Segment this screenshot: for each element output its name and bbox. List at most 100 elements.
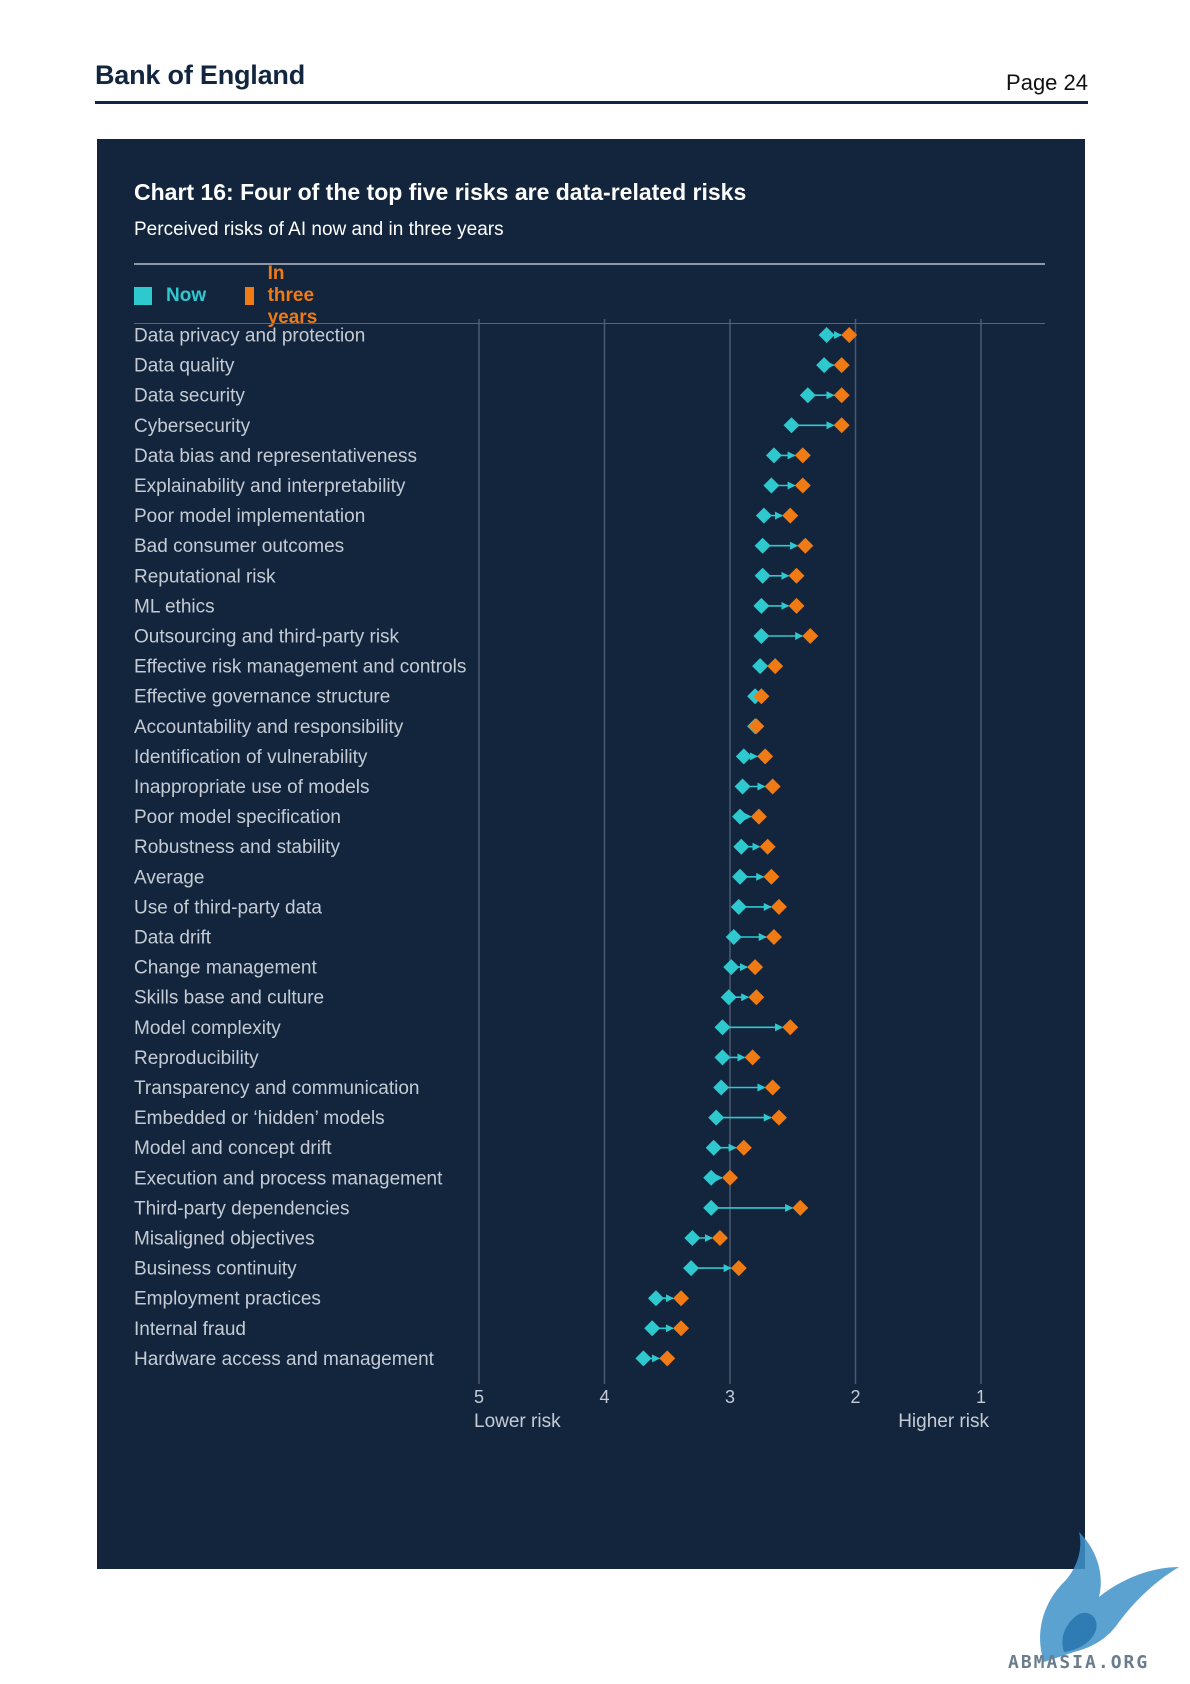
future-marker bbox=[763, 868, 780, 885]
griffin-icon bbox=[1040, 1532, 1179, 1662]
now-marker bbox=[763, 477, 780, 494]
category-label: Third-party dependencies bbox=[134, 1198, 349, 1219]
data-row bbox=[714, 1019, 799, 1036]
page-header: Bank of England Page 24 bbox=[95, 56, 1088, 104]
now-marker bbox=[818, 327, 835, 343]
now-marker bbox=[730, 898, 747, 915]
category-label: Accountability and responsibility bbox=[134, 717, 404, 738]
future-marker bbox=[841, 327, 858, 343]
data-row bbox=[735, 748, 774, 765]
now-marker bbox=[647, 1290, 664, 1307]
legend-item-now: Now bbox=[134, 284, 206, 308]
future-marker bbox=[730, 1260, 747, 1277]
data-row bbox=[799, 387, 850, 404]
data-row bbox=[753, 597, 805, 614]
future-marker bbox=[767, 658, 784, 675]
category-label: Hardware access and management bbox=[134, 1349, 435, 1370]
category-label: Embedded or ‘hidden’ models bbox=[134, 1108, 385, 1129]
axis-label-lower-risk: Lower risk bbox=[474, 1411, 561, 1432]
header-rule bbox=[95, 101, 1088, 104]
now-marker bbox=[725, 929, 742, 945]
now-marker bbox=[684, 1230, 701, 1246]
future-marker bbox=[711, 1230, 728, 1246]
future-marker bbox=[764, 778, 781, 795]
data-row bbox=[725, 929, 782, 945]
future-marker bbox=[794, 447, 811, 464]
grid-layer bbox=[478, 319, 982, 1384]
future-marker bbox=[788, 567, 805, 584]
category-label: ML ethics bbox=[134, 596, 215, 617]
x-tick-label: 1 bbox=[976, 1387, 986, 1407]
legend-item-future: In three years bbox=[245, 263, 327, 328]
now-marker bbox=[765, 447, 782, 464]
data-row bbox=[755, 507, 799, 524]
future-marker bbox=[802, 628, 819, 644]
future-marker bbox=[750, 808, 767, 825]
future-marker bbox=[722, 1169, 738, 1186]
category-label: Cybersecurity bbox=[134, 416, 251, 437]
category-label: Data quality bbox=[134, 356, 235, 377]
category-label: Employment practices bbox=[134, 1289, 321, 1310]
category-label: Inappropriate use of models bbox=[134, 777, 370, 798]
category-label: Reproducibility bbox=[134, 1048, 259, 1069]
legend-label-future: In three years bbox=[267, 263, 318, 328]
future-marker bbox=[748, 989, 765, 1006]
data-row bbox=[730, 898, 787, 915]
category-label: Misaligned objectives bbox=[134, 1229, 315, 1250]
chart-subtitle: Perceived risks of AI now and in three y… bbox=[134, 219, 504, 240]
category-label: Execution and process management bbox=[134, 1168, 443, 1189]
legend-label-now: Now bbox=[166, 285, 207, 306]
now-marker bbox=[732, 808, 749, 825]
data-row bbox=[818, 327, 858, 343]
data-row bbox=[703, 1169, 738, 1186]
data-row bbox=[703, 1199, 809, 1216]
future-marker bbox=[770, 898, 787, 915]
data-row bbox=[720, 989, 765, 1006]
x-axis: 5 4 3 2 1 Lower risk Higher risk bbox=[474, 1387, 989, 1432]
category-label: Bad consumer outcomes bbox=[134, 536, 344, 557]
category-label: Identification of vulnerability bbox=[134, 747, 368, 768]
now-marker bbox=[735, 748, 752, 765]
category-label: Business continuity bbox=[134, 1259, 297, 1280]
category-label: Outsourcing and third-party risk bbox=[134, 627, 400, 648]
future-marker bbox=[797, 537, 814, 554]
now-marker bbox=[733, 838, 750, 855]
data-row bbox=[783, 417, 850, 434]
data-row bbox=[747, 688, 770, 705]
data-row bbox=[747, 718, 765, 735]
now-marker bbox=[703, 1199, 720, 1216]
now-marker bbox=[752, 658, 769, 675]
future-marker bbox=[744, 1049, 761, 1066]
now-marker bbox=[799, 387, 816, 404]
data-marks bbox=[635, 327, 858, 1367]
category-label: Effective governance structure bbox=[134, 687, 390, 708]
category-label: Robustness and stability bbox=[134, 837, 340, 858]
now-marker bbox=[703, 1169, 720, 1186]
x-tick-label: 3 bbox=[725, 1387, 735, 1407]
category-label: Internal fraud bbox=[134, 1319, 246, 1340]
data-row bbox=[765, 447, 811, 464]
data-row bbox=[723, 959, 764, 976]
now-marker bbox=[723, 959, 740, 976]
category-label: Skills base and culture bbox=[134, 988, 324, 1009]
data-row bbox=[734, 778, 781, 795]
category-label: Data bias and representativeness bbox=[134, 446, 417, 467]
chart-panel: Data privacy and protection Data quality D… bbox=[97, 139, 1085, 1569]
category-label: Poor model specification bbox=[134, 807, 341, 828]
future-marker bbox=[757, 748, 774, 765]
category-label: Data drift bbox=[134, 928, 212, 949]
future-marker bbox=[753, 688, 770, 705]
data-row bbox=[708, 1109, 787, 1126]
future-marker bbox=[765, 929, 782, 945]
now-marker bbox=[714, 1019, 731, 1036]
data-row bbox=[683, 1260, 747, 1277]
data-row bbox=[647, 1290, 690, 1307]
now-marker bbox=[708, 1109, 725, 1126]
x-tick-label: 4 bbox=[599, 1387, 609, 1407]
now-marker bbox=[783, 417, 800, 434]
data-row bbox=[732, 868, 780, 885]
data-row bbox=[763, 477, 811, 494]
x-tick-label: 5 bbox=[474, 1387, 484, 1407]
category-label: Data privacy and protection bbox=[134, 326, 365, 347]
legend-divider bbox=[134, 323, 1045, 324]
